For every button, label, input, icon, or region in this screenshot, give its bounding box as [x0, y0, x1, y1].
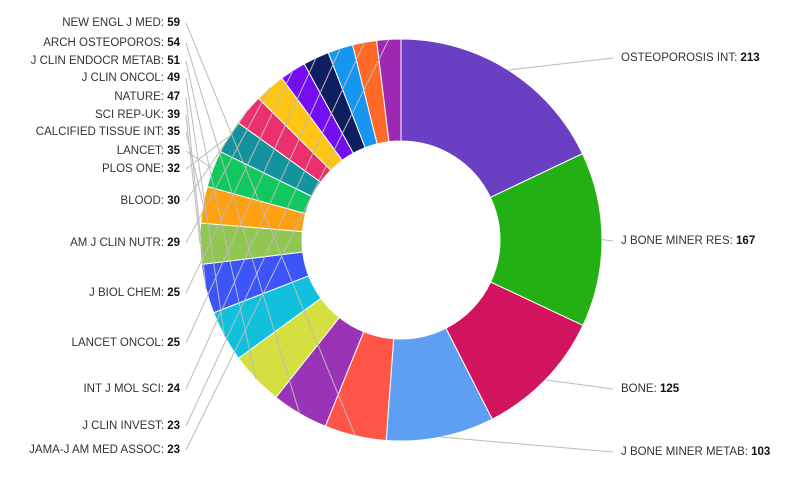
leader-j-bone-miner-res: [601, 238, 614, 242]
leader-lines: [185, 22, 614, 453]
leader-blood: [185, 109, 249, 202]
label-osteoporosis-int: OSTEOPOROSIS INT: 213: [621, 52, 760, 64]
label-value: 29: [167, 237, 180, 249]
label-category: OSTEOPOROSIS INT:: [621, 52, 741, 64]
label-value: 213: [741, 52, 760, 64]
label-int-j-mol-sci: INT J MOL SCI: 24: [83, 383, 180, 395]
label-value: 59: [167, 17, 180, 29]
label-lancet-oncol: LANCET ONCOL: 25: [72, 337, 181, 349]
label-value: 25: [167, 337, 180, 349]
leader-bone: [545, 379, 614, 390]
label-value: 23: [167, 444, 180, 456]
label-category: PLOS ONE:: [102, 163, 167, 175]
leader-j-clin-invest: [185, 42, 365, 427]
label-category: J BIOL CHEM:: [89, 287, 167, 299]
label-value: 24: [167, 383, 180, 395]
label-j-biol-chem: J BIOL CHEM: 25: [89, 287, 181, 299]
label-j-bone-miner-res: J BONE MINER RES: 167: [621, 235, 755, 247]
leader-jama-j-am-med-assoc: [185, 39, 390, 451]
label-value: 54: [167, 37, 180, 49]
label-calcified-tissue-int: CALCIFIED TISSUE INT: 35: [36, 126, 181, 138]
label-new-engl-j-med: NEW ENGL J MED: 59: [62, 17, 180, 29]
label-value: 103: [751, 446, 770, 458]
label-sci-rep-uk: SCI REP-UK: 39: [95, 109, 180, 121]
label-value: 51: [167, 55, 180, 67]
label-category: NATURE:: [114, 91, 167, 103]
slice-osteoporosis-int: [400, 38, 584, 199]
label-plos-one: PLOS ONE: 32: [102, 163, 180, 175]
label-jama-j-am-med-assoc: JAMA-J AM MED ASSOC: 23: [29, 444, 180, 456]
label-category: BLOOD:: [121, 195, 168, 207]
leader-lancet: [185, 150, 214, 170]
leader-nature: [185, 96, 207, 289]
leader-j-biol-chem: [185, 70, 294, 294]
label-j-clin-oncol: J CLIN ONCOL: 49: [82, 72, 180, 84]
slice-j-bone-miner-res: [489, 152, 603, 327]
donut-slices: [199, 38, 603, 442]
label-category: J CLIN INVEST:: [82, 420, 167, 432]
label-category: J BONE MINER RES:: [621, 235, 736, 247]
label-category: J CLIN ONCOL:: [82, 72, 168, 84]
label-arch-osteoporos: ARCH OSTEOPOROS: 54: [43, 37, 180, 49]
label-j-bone-miner-metab: J BONE MINER METAB: 103: [621, 446, 770, 458]
label-value: 167: [736, 235, 755, 247]
label-value: 35: [167, 145, 180, 157]
slice-labels: OSTEOPOROSIS INT: 213 J BONE MINER RES: 1…: [29, 17, 770, 458]
label-category: BONE:: [621, 383, 660, 395]
label-value: 125: [660, 383, 680, 395]
label-category: SCI REP-UK:: [95, 109, 167, 121]
label-category: AM J CLIN NUTR:: [70, 237, 167, 249]
leader-new-engl-j-med: [185, 22, 356, 436]
label-blood: BLOOD: 30: [121, 195, 180, 207]
leader-int-j-mol-sci: [185, 48, 341, 390]
leader-calcified-tissue-int: [185, 131, 204, 205]
label-am-j-clin-nutr: AM J CLIN NUTR: 29: [70, 237, 180, 249]
leader-plos-one: [185, 136, 229, 170]
label-value: 47: [167, 91, 180, 103]
label-value: 25: [167, 287, 180, 299]
label-category: LANCET ONCOL:: [72, 337, 168, 349]
label-value: 30: [167, 195, 180, 207]
leader-lancet-oncol: [185, 57, 317, 344]
leader-arch-osteoporos: [185, 42, 301, 414]
label-j-clin-invest: J CLIN INVEST: 23: [82, 420, 180, 432]
label-nature: NATURE: 47: [114, 91, 180, 103]
label-lancet: LANCET: 35: [117, 145, 181, 157]
leader-j-bone-miner-metab: [440, 436, 614, 453]
label-category: INT J MOL SCI:: [83, 383, 167, 395]
label-category: J CLIN ENDOCR METAB:: [31, 55, 168, 67]
label-category: ARCH OSTEOPOROS:: [43, 37, 167, 49]
slice-jama-j-am-med-assoc: [376, 38, 402, 143]
leader-sci-rep-uk: [185, 114, 201, 244]
label-value: 32: [167, 163, 180, 175]
label-bone: BONE: 125: [621, 383, 680, 395]
label-value: 23: [167, 420, 180, 432]
label-category: LANCET:: [117, 145, 168, 157]
label-category: NEW ENGL J MED:: [62, 17, 167, 29]
label-value: 49: [167, 72, 180, 84]
label-category: JAMA-J AM MED ASSOC:: [29, 444, 167, 456]
label-category: J BONE MINER METAB:: [621, 446, 751, 458]
leader-am-j-clin-nutr: [185, 87, 271, 244]
leader-osteoporosis-int: [508, 57, 614, 71]
label-value: 39: [167, 109, 180, 121]
label-j-clin-endocr-metab: J CLIN ENDOCR METAB: 51: [31, 55, 181, 67]
label-category: CALCIFIED TISSUE INT:: [36, 126, 167, 138]
label-value: 35: [167, 126, 180, 138]
